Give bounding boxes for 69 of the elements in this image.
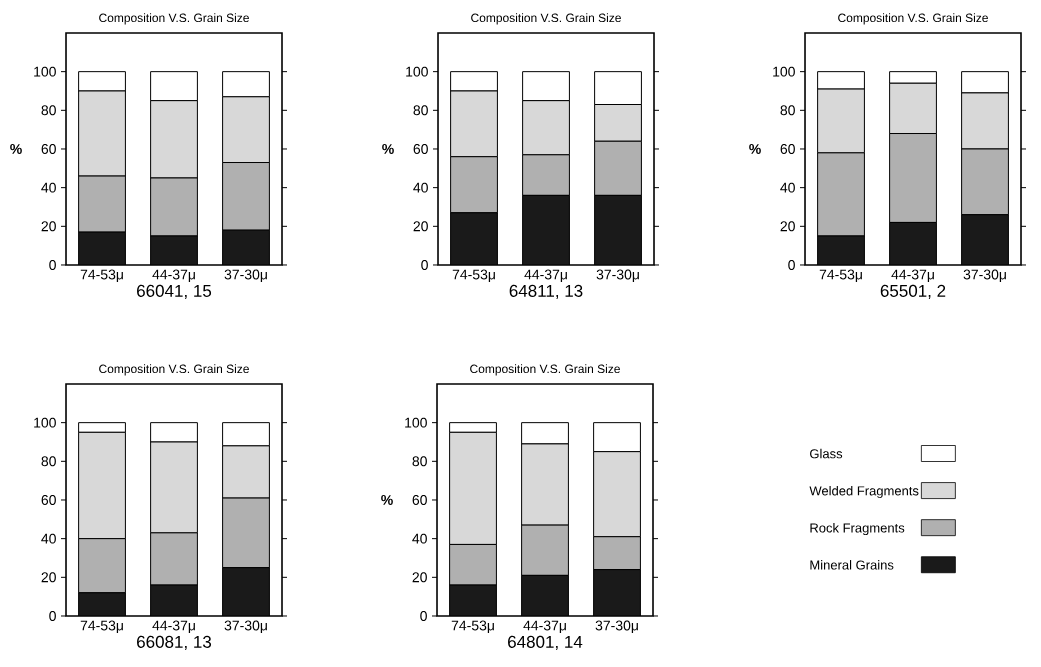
- bar: [150, 235, 198, 265]
- y-tick-label: 100: [773, 66, 795, 77]
- x-tick-label: 74-53μ: [80, 269, 123, 282]
- y-tick-label: 60: [780, 144, 795, 154]
- x-tick-label: 44-37μ: [152, 620, 195, 633]
- x-tick-label: 44-37μ: [152, 269, 195, 282]
- x-tick-label: 44-37μ: [891, 269, 934, 282]
- x-tick-label: 37-30μ: [596, 269, 639, 282]
- x-axis-title: 64811, 13: [509, 284, 583, 299]
- y-axis-title: %: [381, 495, 393, 505]
- bar: [450, 212, 498, 265]
- y-tick-label: 60: [41, 144, 56, 154]
- y-tick-label: 40: [413, 182, 428, 193]
- x-tick-label: 37-30μ: [595, 620, 638, 633]
- y-tick-label: 80: [413, 105, 428, 116]
- chart-title: Composition V.S. Grain Size: [838, 13, 988, 25]
- y-tick-label: 40: [41, 533, 56, 544]
- bar: [222, 229, 270, 265]
- y-tick-label: 100: [405, 417, 427, 428]
- x-tick-label: 74-53μ: [451, 620, 494, 633]
- y-tick-label: 0: [421, 260, 428, 270]
- x-tick-label: 74-53μ: [452, 269, 495, 282]
- y-tick-label: 20: [41, 572, 56, 583]
- x-tick-label: 74-53μ: [80, 620, 123, 633]
- y-tick-label: 20: [412, 572, 427, 583]
- x-tick-label: 37-30μ: [224, 269, 267, 282]
- y-axis-title: %: [749, 144, 761, 154]
- chart-title: Composition V.S. Grain Size: [99, 13, 249, 25]
- y-tick-label: 0: [49, 260, 56, 270]
- y-tick-label: 80: [412, 456, 427, 467]
- y-axis-title: %: [382, 144, 394, 154]
- chart-title: Composition V.S. Grain Size: [471, 13, 621, 25]
- x-axis-title: 65501, 2: [880, 284, 946, 299]
- bar: [594, 194, 642, 265]
- y-tick-label: 0: [49, 611, 56, 621]
- x-tick-label: 37-30μ: [963, 269, 1006, 282]
- y-tick-label: 100: [34, 66, 56, 77]
- text: Glass: [810, 448, 843, 459]
- y-tick-label: 80: [780, 105, 795, 116]
- bar: [522, 194, 570, 265]
- y-tick-label: 40: [41, 182, 56, 193]
- x-tick-label: 74-53μ: [819, 269, 862, 282]
- y-tick-label: 60: [41, 495, 56, 505]
- chart-title: Composition V.S. Grain Size: [470, 364, 620, 376]
- x-tick-label: 44-37μ: [524, 269, 567, 282]
- y-tick-label: 100: [406, 66, 428, 77]
- chart-title: Composition V.S. Grain Size: [99, 364, 249, 376]
- x-axis-title: 64801, 14: [508, 635, 583, 650]
- bar: [78, 231, 126, 265]
- x-axis-title: 66041, 15: [137, 284, 212, 299]
- legend-label: Mineral Grains: [810, 560, 894, 570]
- y-tick-label: 20: [780, 221, 795, 232]
- x-axis-title: 66081, 13: [137, 635, 212, 650]
- x-tick-label: 44-37μ: [523, 620, 566, 633]
- y-tick-label: 20: [41, 221, 56, 232]
- legend-label: Welded Fragments: [809, 485, 919, 499]
- y-tick-label: 20: [413, 221, 428, 232]
- y-tick-label: 0: [420, 611, 427, 621]
- y-axis-title: %: [10, 144, 22, 154]
- legend-label: Rock Fragments: [810, 522, 905, 536]
- y-tick-label: 0: [788, 260, 795, 270]
- y-tick-label: 100: [34, 417, 56, 428]
- y-tick-label: 40: [780, 182, 795, 193]
- y-tick-label: 60: [413, 144, 428, 154]
- x-tick-label: 37-30μ: [224, 620, 267, 633]
- y-tick-label: 80: [41, 105, 56, 116]
- y-tick-label: 60: [412, 495, 427, 505]
- y-tick-label: 80: [41, 456, 56, 467]
- y-tick-label: 40: [412, 533, 427, 544]
